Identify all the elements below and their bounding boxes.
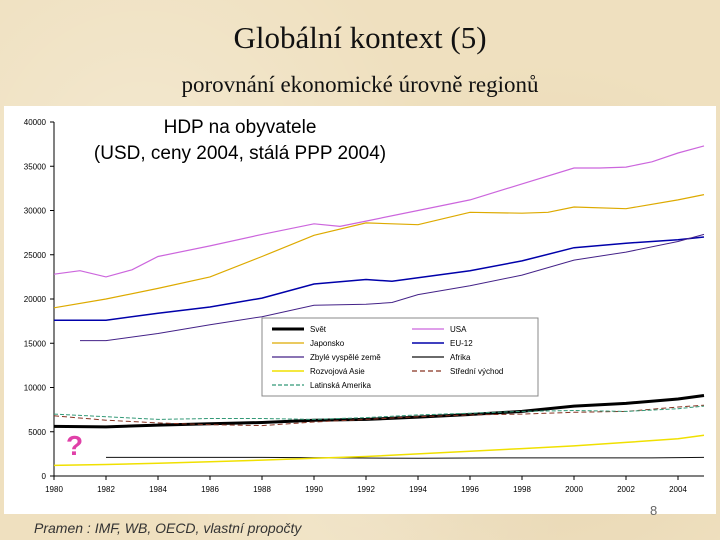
legend-label: EU-12 [450, 339, 473, 348]
y-tick-label: 40000 [24, 118, 47, 127]
gdp-line-chart: 0 5000 10000 15000 20000 25000 30000 35000 40000… [24, 117, 705, 494]
series-line [53, 405, 705, 420]
x-tick-label: 1984 [149, 485, 167, 494]
legend-box [261, 317, 539, 397]
y-tick-label: 20000 [24, 295, 47, 304]
slide-subtitle: porovnání ekonomické úrovně regionů [181, 72, 539, 97]
chart-title: HDP na obyvatele [164, 117, 317, 138]
chart-panel: 0 5000 10000 15000 20000 25000 30000 35000 40000… [4, 106, 716, 514]
x-tick-label: 1996 [461, 485, 479, 494]
y-tick-label: 30000 [24, 207, 47, 216]
x-tick-label: 1988 [253, 485, 271, 494]
x-tick-label: 1994 [409, 485, 427, 494]
x-tick-label: 2002 [617, 485, 635, 494]
legend-label: Latinská Amerika [310, 381, 371, 390]
x-tick-label: 1998 [513, 485, 531, 494]
series-line [53, 434, 705, 467]
chart-ticks: 0 5000 10000 15000 20000 25000 30000 35000 40000… [24, 118, 688, 494]
y-tick-label: 15000 [24, 339, 47, 348]
series-line [54, 236, 705, 321]
series-line [53, 194, 705, 309]
x-tick-label: 1990 [305, 485, 323, 494]
legend-label: Střední východ [450, 367, 503, 376]
page-number: 8 [650, 503, 658, 518]
y-tick-label: 35000 [24, 162, 47, 171]
legend-label: USA [450, 325, 467, 334]
chart-series [53, 145, 705, 467]
y-tick-label: 0 [42, 472, 47, 481]
source-note: Pramen : IMF, WB, OECD, vlastní propočty [34, 520, 302, 536]
y-tick-label: 5000 [28, 428, 46, 437]
x-tick-label: 1980 [45, 485, 63, 494]
series-line [80, 233, 705, 342]
legend-label: Zbylé vyspělé země [310, 353, 381, 362]
y-tick-label: 25000 [24, 251, 47, 260]
y-tick-label: 10000 [24, 384, 47, 393]
series-line [106, 456, 705, 459]
x-tick-label: 1982 [97, 485, 115, 494]
slide-title: Globální kontext (5) [233, 20, 487, 55]
legend-label: Afrika [450, 353, 471, 362]
x-tick-label: 1986 [201, 485, 219, 494]
x-tick-label: 2000 [565, 485, 583, 494]
series-line [53, 404, 705, 427]
chart-legend: Svět USA Japonsko EU-12 Zbylé vyspělé země Af… [261, 317, 539, 397]
question-mark: ? [66, 430, 84, 461]
legend-label: Japonsko [310, 339, 345, 348]
legend-label: Rozvojová Asie [310, 367, 365, 376]
chart-subtitle: (USD, ceny 2004, stálá PPP 2004) [94, 143, 386, 164]
legend-label: Svět [310, 325, 327, 334]
x-tick-label: 2004 [669, 485, 687, 494]
x-tick-label: 1992 [357, 485, 375, 494]
series-line [53, 145, 705, 278]
